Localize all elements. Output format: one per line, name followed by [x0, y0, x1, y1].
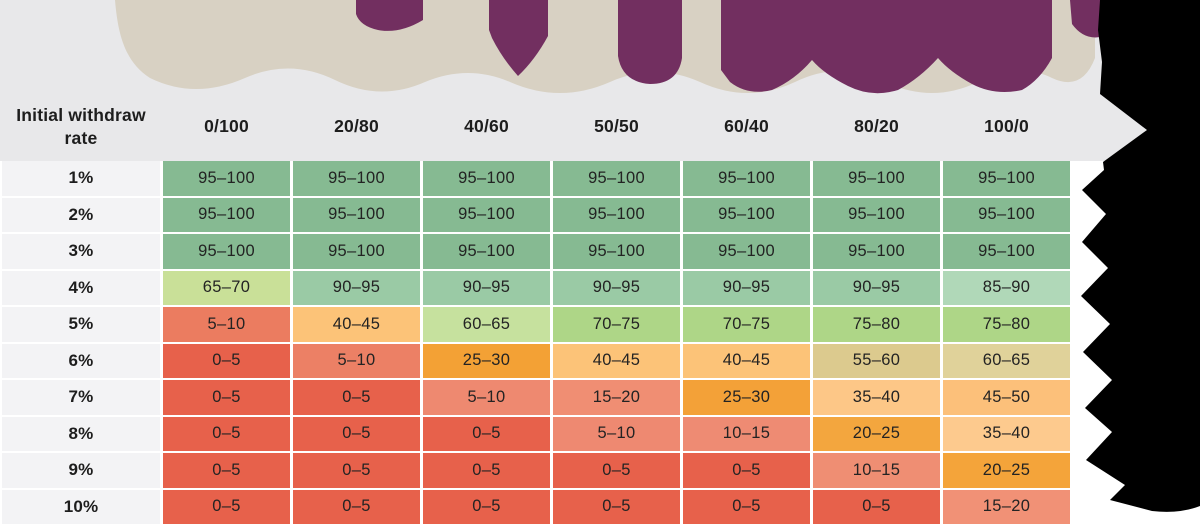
heatmap-cell: 45–50: [943, 380, 1070, 415]
purple-shape-2: [489, 0, 548, 76]
heatmap-cell: 95–100: [683, 197, 810, 232]
heatmap-cell: 0–5: [553, 453, 680, 488]
column-header-4: 60/40: [724, 116, 769, 137]
heatmap-cell: 90–95: [423, 270, 550, 305]
heatmap-cell: 95–100: [813, 197, 940, 232]
heatmap-cell: 0–5: [293, 489, 420, 524]
heatmap-cell: 15–20: [943, 489, 1070, 524]
row-label-3pct: 3%: [2, 234, 160, 269]
heatmap-cell: 95–100: [163, 161, 290, 196]
heatmap-cell: 95–100: [683, 234, 810, 269]
heatmap-cell: 5–10: [163, 307, 290, 342]
heatmap-cell: 95–100: [943, 161, 1070, 196]
row-label-2pct: 2%: [2, 197, 160, 232]
row-axis-header: Initial withdraw rate: [16, 104, 146, 148]
heatmap-cell: 10–15: [683, 416, 810, 451]
heatmap-cell: 90–95: [293, 270, 420, 305]
heatmap-cell: 60–65: [423, 307, 550, 342]
heatmap-cell: 25–30: [423, 343, 550, 378]
heatmap-cell: 5–10: [553, 416, 680, 451]
heatmap-cell: 15–20: [553, 380, 680, 415]
heatmap-cell: 95–100: [813, 161, 940, 196]
heatmap-cell: 0–5: [683, 489, 810, 524]
heatmap-cell: 95–100: [553, 161, 680, 196]
purple-shape-5: [1070, 0, 1105, 38]
heatmap-cell: 5–10: [423, 380, 550, 415]
row-label-7pct: 7%: [2, 380, 160, 415]
row-label-1pct: 1%: [2, 161, 160, 196]
heatmap-cell: 95–100: [423, 197, 550, 232]
allocation-heatmap-table: Initial withdraw rate 0/100 20/80 40/60 50/5…: [2, 95, 1070, 524]
row-label-9pct: 9%: [2, 453, 160, 488]
heatmap-cell: 70–75: [683, 307, 810, 342]
heatmap-cell: 40–45: [553, 343, 680, 378]
column-header-5: 80/20: [854, 116, 899, 137]
heatmap-cell: 40–45: [293, 307, 420, 342]
heatmap-cell: 25–30: [683, 380, 810, 415]
heatmap-cell: 95–100: [683, 161, 810, 196]
heatmap-cell: 35–40: [943, 416, 1070, 451]
heatmap-cell: 0–5: [423, 489, 550, 524]
purple-shape-1: [356, 0, 423, 31]
heatmap-cell: 0–5: [813, 489, 940, 524]
heatmap-cell: 20–25: [943, 453, 1070, 488]
heatmap-cell: 0–5: [293, 380, 420, 415]
heatmap-cell: 35–40: [813, 380, 940, 415]
heatmap-cell: 70–75: [553, 307, 680, 342]
heatmap-cell: 95–100: [423, 234, 550, 269]
heatmap-cell: 10–15: [813, 453, 940, 488]
column-header-0: 0/100: [204, 116, 249, 137]
heatmap-cell: 90–95: [683, 270, 810, 305]
heatmap-cell: 95–100: [293, 197, 420, 232]
heatmap-cell: 75–80: [813, 307, 940, 342]
torn-edge-shape: [1081, 0, 1200, 512]
heatmap-cell: 5–10: [293, 343, 420, 378]
heatmap-cell: 85–90: [943, 270, 1070, 305]
heatmap-cell: 40–45: [683, 343, 810, 378]
heatmap-cell: 0–5: [163, 416, 290, 451]
heatmap-cell: 0–5: [423, 416, 550, 451]
heatmap-cell: 95–100: [423, 161, 550, 196]
column-header-2: 40/60: [464, 116, 509, 137]
heatmap-cell: 0–5: [163, 380, 290, 415]
heatmap-cell: 20–25: [813, 416, 940, 451]
heatmap-cell: 0–5: [553, 489, 680, 524]
row-label-6pct: 6%: [2, 343, 160, 378]
heatmap-cell: 0–5: [293, 453, 420, 488]
heatmap-cell: 0–5: [293, 416, 420, 451]
heatmap-cell: 95–100: [943, 197, 1070, 232]
heatmap-cell: 90–95: [813, 270, 940, 305]
column-header-6: 100/0: [984, 116, 1029, 137]
heatmap-cell: 55–60: [813, 343, 940, 378]
heatmap-cell: 95–100: [813, 234, 940, 269]
heatmap-cell: 95–100: [163, 234, 290, 269]
heatmap-cell: 95–100: [293, 161, 420, 196]
heatmap-cell: 95–100: [553, 234, 680, 269]
heatmap-cell: 0–5: [163, 489, 290, 524]
heatmap-cell: 95–100: [163, 197, 290, 232]
heatmap-cell: 0–5: [423, 453, 550, 488]
row-label-5pct: 5%: [2, 307, 160, 342]
purple-shape-3: [618, 0, 682, 84]
row-label-8pct: 8%: [2, 416, 160, 451]
heatmap-cell: 65–70: [163, 270, 290, 305]
heatmap-cell: 0–5: [163, 343, 290, 378]
heatmap-cell: 0–5: [163, 453, 290, 488]
heatmap-cell: 95–100: [943, 234, 1070, 269]
row-label-4pct: 4%: [2, 270, 160, 305]
purple-shape-4: [721, 0, 1052, 94]
heatmap-cell: 0–5: [683, 453, 810, 488]
heatmap-cell: 60–65: [943, 343, 1070, 378]
column-header-3: 50/50: [594, 116, 639, 137]
row-label-10pct: 10%: [2, 489, 160, 524]
heatmap-cell: 75–80: [943, 307, 1070, 342]
column-header-1: 20/80: [334, 116, 379, 137]
heatmap-cell: 95–100: [553, 197, 680, 232]
heatmap-cell: 90–95: [553, 270, 680, 305]
heatmap-cell: 95–100: [293, 234, 420, 269]
